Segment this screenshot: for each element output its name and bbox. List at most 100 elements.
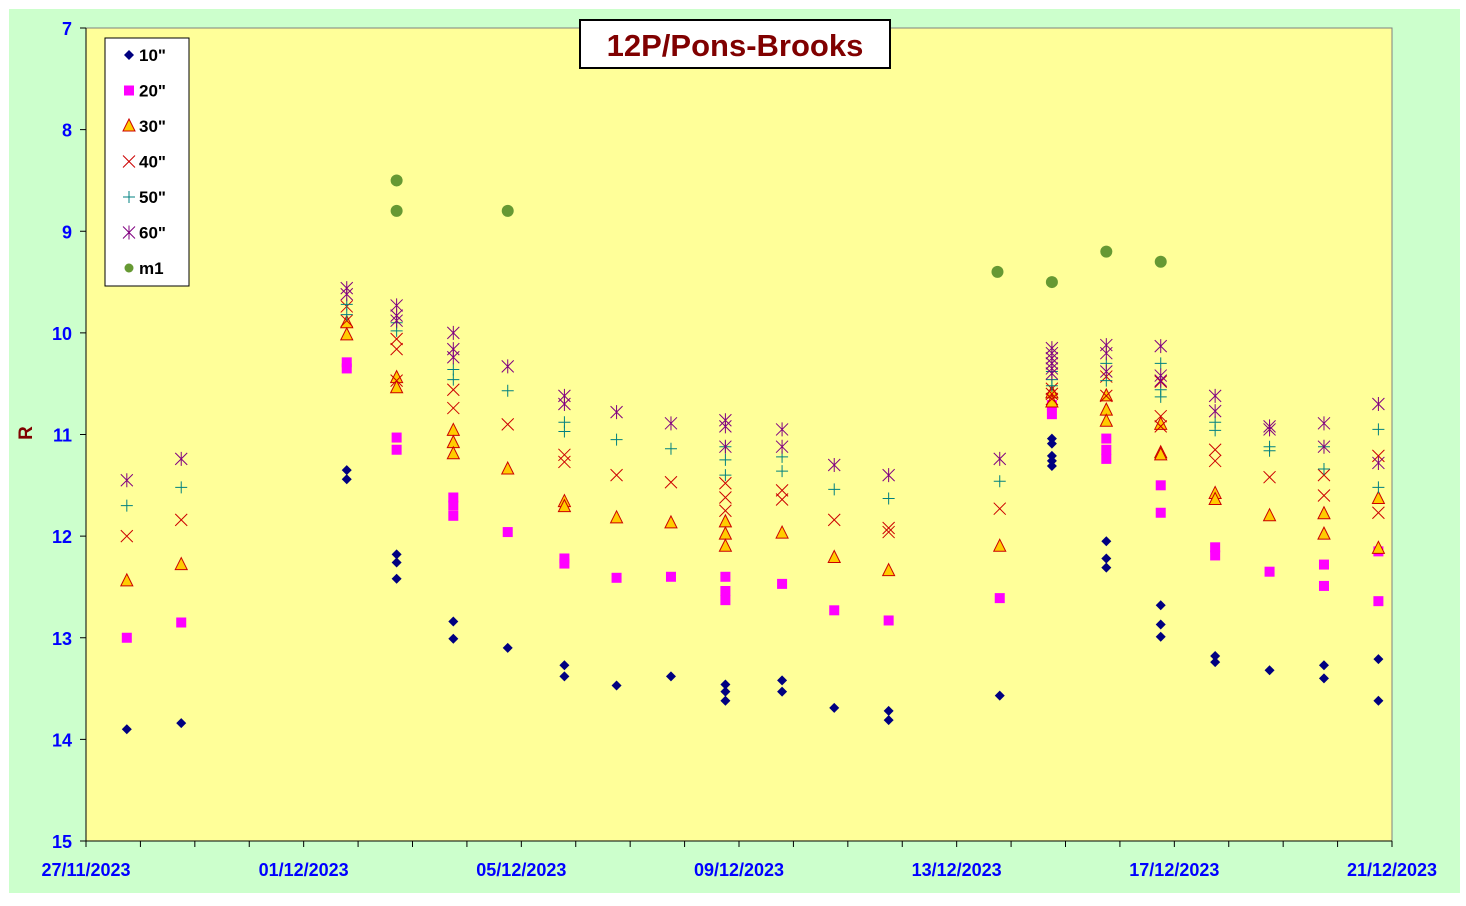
data-point: [1153, 446, 1168, 461]
data-point: [1155, 600, 1166, 611]
data-point: [391, 549, 402, 560]
data-point: [993, 451, 1007, 466]
data-point: [1154, 373, 1168, 388]
y-tick-label: 11: [53, 426, 72, 446]
data-point: [341, 474, 352, 485]
y-tick-label: 10: [52, 324, 72, 344]
data-point: [341, 357, 352, 368]
data-point: [559, 671, 570, 682]
data-point: [1372, 423, 1385, 436]
legend-label: m1: [139, 259, 164, 278]
data-point: [501, 359, 515, 374]
chart-title-box: 12P/Pons-Brooks: [579, 19, 891, 69]
data-point: [558, 425, 571, 438]
legend-label: 50": [139, 188, 166, 207]
data-point: [1099, 413, 1114, 427]
series-2: [120, 314, 1386, 587]
data-point: [720, 571, 731, 582]
data-point: [559, 558, 570, 569]
data-point: [1373, 654, 1384, 665]
data-point: [883, 715, 894, 726]
data-point: [340, 287, 354, 302]
data-point: [1208, 491, 1222, 506]
data-point: [1263, 422, 1276, 437]
data-point: [391, 444, 402, 455]
data-point: [501, 417, 515, 431]
data-point: [777, 578, 788, 589]
y-axis-label: R: [16, 426, 37, 440]
data-point: [446, 445, 461, 460]
data-point: [121, 632, 132, 643]
data-point: [447, 363, 460, 376]
data-point: [1045, 379, 1058, 392]
data-point: [174, 513, 188, 527]
data-point: [391, 432, 402, 443]
y-tick-label: 7: [62, 19, 72, 39]
data-point: [991, 265, 1004, 278]
data-point: [448, 500, 459, 511]
legend: 10" 20" 30" 40" 50" 60" m1: [104, 37, 190, 287]
data-point: [883, 615, 894, 626]
data-point: [1317, 439, 1331, 454]
data-point: [1371, 490, 1386, 505]
data-point: [1263, 444, 1276, 457]
data-point: [1099, 387, 1114, 402]
data-point: [1155, 631, 1166, 642]
data-point: [1317, 416, 1331, 431]
data-point: [1210, 657, 1221, 668]
data-point: [1372, 506, 1385, 520]
data-point: [665, 571, 676, 582]
data-point: [1154, 339, 1168, 354]
x-tick-label: 09/12/2023: [694, 860, 784, 880]
data-point: [446, 383, 460, 397]
data-point: [883, 705, 894, 716]
legend-label: 30": [139, 117, 166, 136]
data-point: [611, 572, 622, 583]
plot-background: [85, 27, 1393, 842]
data-point: [1154, 420, 1168, 433]
data-point: [719, 504, 732, 518]
data-point: [1101, 562, 1112, 573]
data-point: [1317, 463, 1330, 476]
y-tick-label: 8: [62, 121, 72, 141]
data-marks: [120, 174, 1386, 735]
x-tick-label: 13/12/2023: [912, 860, 1002, 880]
data-point: [720, 595, 731, 606]
data-point: [829, 605, 840, 616]
data-point: [1318, 660, 1329, 671]
legend-marker: [124, 263, 134, 273]
legend-label: 10": [139, 46, 166, 65]
data-point: [1045, 276, 1058, 289]
data-point: [882, 521, 895, 535]
data-point: [882, 492, 895, 505]
y-tick-label: 15: [52, 832, 72, 852]
series-0: [121, 433, 1384, 735]
data-point: [1045, 393, 1059, 408]
data-point: [1101, 433, 1112, 444]
y-tick-label: 13: [52, 629, 72, 649]
data-point: [1318, 673, 1329, 684]
data-point: [775, 493, 789, 506]
data-point: [341, 465, 352, 476]
data-point: [1046, 455, 1057, 466]
data-point: [1373, 695, 1384, 706]
data-point: [664, 514, 678, 529]
data-point: [1154, 409, 1168, 423]
series-6: [390, 174, 1167, 289]
data-point: [390, 204, 403, 217]
data-point: [1045, 387, 1059, 401]
data-point: [720, 695, 731, 706]
legend-box: [104, 37, 190, 287]
data-point: [776, 465, 789, 478]
data-point: [1100, 245, 1113, 258]
data-point: [558, 397, 571, 412]
chart-title: 12P/Pons-Brooks: [607, 28, 864, 63]
data-point: [502, 527, 513, 538]
data-point: [390, 342, 403, 356]
data-point: [1045, 392, 1059, 406]
legend-label: 20": [139, 82, 166, 101]
data-point: [391, 557, 402, 568]
data-point: [501, 384, 514, 397]
data-point: [994, 690, 1005, 701]
